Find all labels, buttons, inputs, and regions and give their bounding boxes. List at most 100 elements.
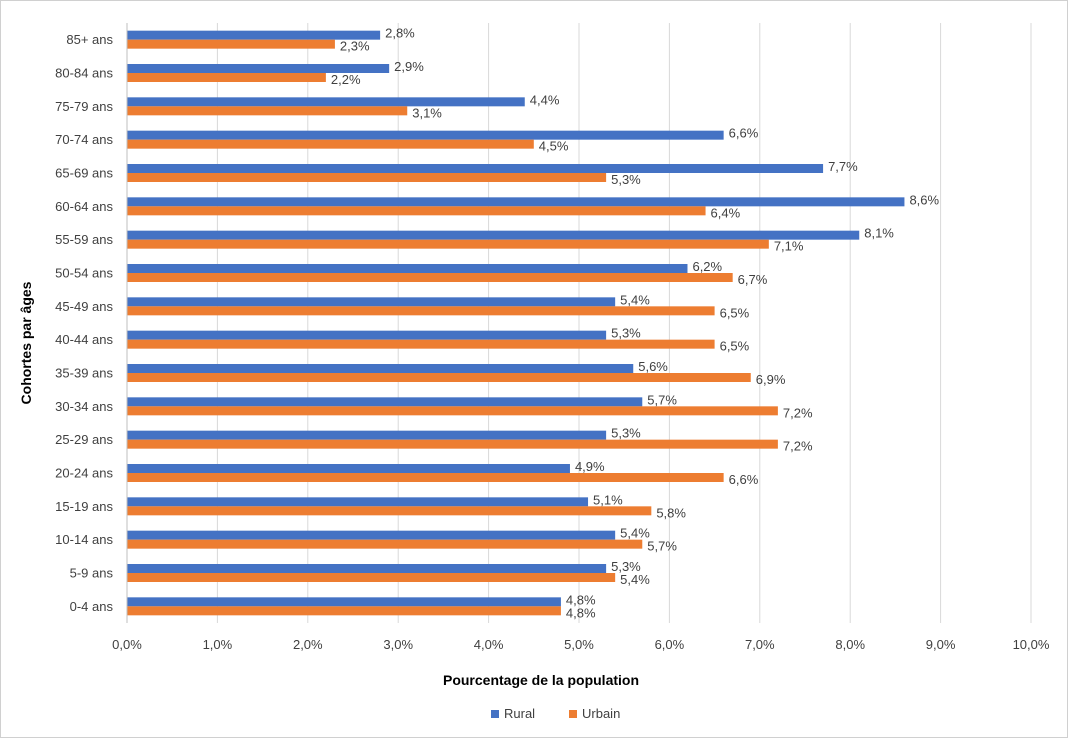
x-tick-label: 4,0% [474, 637, 504, 652]
bar-urbain [127, 239, 769, 249]
x-axis-title: Pourcentage de la population [443, 672, 639, 688]
bar-urbain [127, 73, 326, 82]
bar-urbain [127, 339, 715, 349]
data-label-urbain: 6,4% [711, 205, 741, 220]
bar-rural [127, 364, 634, 373]
bar-rural [127, 164, 824, 173]
bar-rural [127, 30, 381, 40]
y-tick-label: 20-24 ans [55, 466, 113, 481]
x-tick-label: 2,0% [293, 637, 323, 652]
data-label-urbain: 6,5% [720, 339, 750, 354]
bar-urbain [127, 606, 561, 616]
bar-urbain [127, 39, 335, 49]
data-label-rural: 5,4% [620, 292, 650, 307]
x-tick-label: 8,0% [835, 637, 865, 652]
y-tick-label: 80-84 ans [55, 66, 113, 81]
bar-rural [127, 397, 643, 407]
data-label-rural: 5,1% [593, 492, 623, 507]
bar-urbain [127, 573, 616, 582]
bar-rural [127, 497, 589, 507]
data-label-urbain: 5,4% [620, 572, 650, 587]
data-label-urbain: 2,2% [331, 72, 361, 87]
y-tick-label: 55-59 ans [55, 232, 113, 247]
legend-swatch-urbain [569, 710, 577, 718]
y-tick-label: 50-54 ans [55, 266, 113, 281]
y-axis-title: Cohortes par âges [18, 281, 34, 404]
y-tick-label: 30-34 ans [55, 399, 113, 414]
y-tick-label: 75-79 ans [55, 99, 113, 114]
data-label-rural: 5,3% [611, 559, 641, 574]
data-label-rural: 8,1% [864, 226, 894, 241]
x-tick-label: 6,0% [655, 637, 685, 652]
bar-urbain [127, 406, 778, 416]
data-label-urbain: 4,8% [566, 605, 596, 620]
bar-rural [127, 597, 561, 607]
bar-rural [127, 264, 688, 273]
data-label-urbain: 6,5% [720, 305, 750, 320]
legend: Rural Urbain [491, 706, 620, 721]
y-tick-label: 10-14 ans [55, 532, 113, 547]
y-tick-label: 25-29 ans [55, 432, 113, 447]
legend-label-rural: Rural [504, 706, 535, 721]
bars [127, 30, 905, 616]
y-tick-label: 35-39 ans [55, 366, 113, 381]
x-axis-ticks: 0,0% 1,0% 2,0% 3,0% 4,0% 5,0% 6,0% 7,0% 8,0% 9,0%… [112, 637, 1050, 652]
y-axis-ticks: 85+ ans 80-84 ans 75-79 ans 70-74 ans 65-69 … [55, 32, 113, 614]
data-label-urbain: 7,2% [783, 405, 813, 420]
data-label-rural: 2,9% [394, 59, 424, 74]
x-tick-label: 5,0% [564, 637, 594, 652]
data-label-urbain: 3,1% [412, 105, 442, 120]
bar-rural [127, 330, 607, 340]
legend-label-urbain: Urbain [582, 706, 620, 721]
x-tick-label: 0,0% [112, 637, 142, 652]
data-label-urbain: 7,1% [774, 239, 804, 254]
bar-rural [127, 430, 607, 440]
y-tick-label: 45-49 ans [55, 299, 113, 314]
data-label-rural: 7,7% [828, 159, 858, 174]
bar-urbain [127, 373, 751, 382]
data-label-urbain: 4,5% [539, 139, 569, 154]
y-tick-label: 60-64 ans [55, 199, 113, 214]
data-label-rural: 4,8% [566, 592, 596, 607]
data-label-urbain: 5,3% [611, 172, 641, 187]
data-label-rural: 2,8% [385, 26, 415, 41]
bar-rural [127, 464, 570, 473]
data-label-rural: 5,3% [611, 326, 641, 341]
y-tick-label: 15-19 ans [55, 499, 113, 514]
bar-urbain [127, 306, 715, 316]
bar-urbain [127, 539, 643, 549]
data-label-urbain: 5,7% [647, 539, 677, 554]
y-tick-label: 5-9 ans [70, 566, 114, 581]
y-tick-label: 0-4 ans [70, 599, 114, 614]
data-label-urbain: 6,9% [756, 372, 786, 387]
data-label-rural: 5,3% [611, 426, 641, 441]
data-label-urbain: 6,7% [738, 272, 768, 287]
bar-rural [127, 297, 616, 307]
x-tick-label: 10,0% [1013, 637, 1050, 652]
bar-rural [127, 530, 616, 540]
data-label-urbain: 5,8% [656, 505, 686, 520]
data-label-rural: 4,4% [530, 92, 560, 107]
bar-urbain [127, 439, 778, 449]
bar-urbain [127, 473, 724, 482]
data-label-rural: 5,4% [620, 526, 650, 541]
data-label-rural: 5,6% [638, 359, 668, 374]
data-label-urbain: 7,2% [783, 439, 813, 454]
x-tick-label: 9,0% [926, 637, 956, 652]
y-tick-label: 40-44 ans [55, 332, 113, 347]
legend-swatch-rural [491, 710, 499, 718]
bar-rural [127, 130, 724, 140]
bar-rural [127, 64, 390, 73]
bar-rural [127, 197, 905, 207]
bar-rural [127, 97, 525, 107]
data-label-urbain: 2,3% [340, 39, 370, 54]
data-labels: 2,8% 2,3% 2,9% 2,2% 4,4% 3,1% 6,6% 4,5% 7,7% 5,3%… [331, 26, 940, 621]
data-label-rural: 8,6% [909, 192, 939, 207]
y-tick-label: 70-74 ans [55, 132, 113, 147]
x-tick-label: 3,0% [383, 637, 413, 652]
bar-urbain [127, 139, 534, 149]
data-label-rural: 6,2% [692, 259, 722, 274]
y-tick-label: 85+ ans [66, 32, 113, 47]
x-tick-label: 7,0% [745, 637, 775, 652]
